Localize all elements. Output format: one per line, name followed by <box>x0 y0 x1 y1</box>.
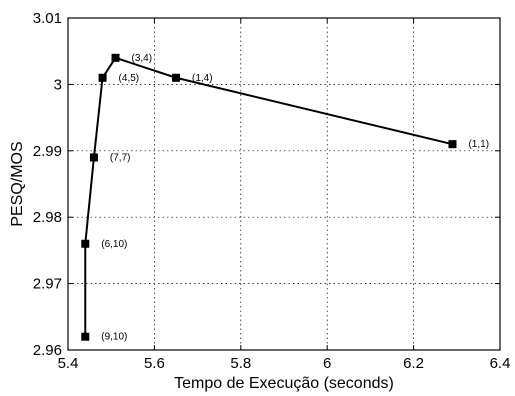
y-tick-label: 3 <box>54 76 62 93</box>
data-point-label: (1,4) <box>192 73 213 84</box>
data-point-label: (1,1) <box>468 139 489 150</box>
x-tick-label: 6 <box>323 355 331 372</box>
y-tick-label: 2.98 <box>33 209 62 226</box>
y-tick-label: 2.96 <box>33 342 62 359</box>
data-point-label: (7,7) <box>110 152 131 163</box>
plot-frame <box>67 17 501 351</box>
data-point-marker <box>98 73 107 82</box>
x-tick-label: 5.8 <box>230 355 251 372</box>
data-point-marker <box>81 239 90 248</box>
x-tick-label: 6.2 <box>403 355 424 372</box>
data-series <box>81 53 457 341</box>
data-point-label: (4,5) <box>119 73 140 84</box>
data-point-marker <box>172 73 180 82</box>
y-tick-label: 2.97 <box>33 276 62 293</box>
x-tick-label: 6.4 <box>490 355 511 372</box>
x-tick-label: 5.6 <box>144 355 165 372</box>
data-point-marker <box>81 332 90 341</box>
x-tick-label: 5.4 <box>58 355 79 372</box>
data-point-marker <box>448 140 457 149</box>
y-axis-label: PESQ/MOS <box>9 141 26 226</box>
grid <box>68 18 500 350</box>
data-point-label: (9,10) <box>101 332 127 343</box>
data-point-label: (3,4) <box>132 53 153 64</box>
x-axis-label: Tempo de Execução (seconds) <box>174 375 394 392</box>
y-tick-label: 2.99 <box>33 143 62 160</box>
data-point-marker <box>111 53 120 62</box>
data-point-label: (6,10) <box>101 239 127 250</box>
point-labels: (9,10) (6,10) (7,7) (4,5) (3,4) (1,4) (1,1) <box>101 53 489 343</box>
data-point-marker <box>89 153 98 162</box>
axis-ticks: 5.4 5.6 5.8 6 6.2 6.4 2.96 2.97 2.98 2.99 3 3.01 <box>33 10 511 372</box>
y-tick-label: 3.01 <box>33 10 62 27</box>
series-line <box>84 56 453 337</box>
